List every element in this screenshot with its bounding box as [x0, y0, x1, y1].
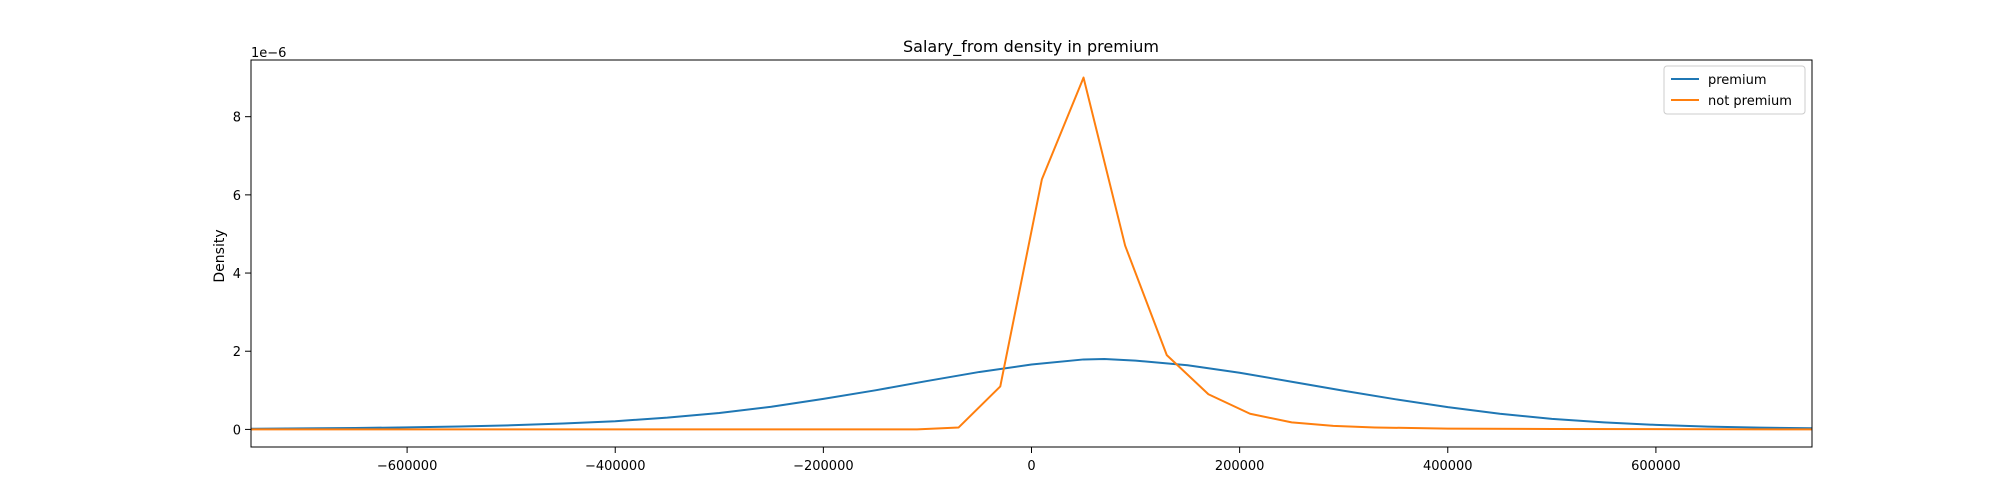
x-tick-label: 400000: [1423, 459, 1473, 474]
legend-box: [1663, 65, 1806, 115]
series-line-not-premium: [251, 76, 1812, 431]
x-tick-label: −200000: [793, 459, 854, 474]
y-tick-label: 8: [233, 111, 241, 126]
x-tick-label: 0: [1027, 459, 1035, 474]
plot-area: [251, 60, 1812, 447]
series-line-premium: [251, 358, 1812, 430]
x-tick-label: 600000: [1631, 459, 1681, 474]
plot-frame: [250, 59, 1813, 448]
x-axis: −600000 −400000 −200000 0 200000 400000 600000: [377, 447, 1681, 474]
legend-label-not-premium: not premium: [1708, 94, 1792, 109]
y-scale-label: 1e−6: [251, 46, 286, 61]
y-tick-label: 6: [233, 189, 241, 204]
x-tick-label: −400000: [585, 459, 646, 474]
x-tick-label: −600000: [377, 459, 438, 474]
legend: premium not premium: [1663, 65, 1806, 115]
y-tick-label: 2: [233, 345, 241, 360]
chart-title: Salary_from density in premium: [903, 37, 1159, 57]
series-layer: [251, 76, 1812, 431]
y-axis: 0 2 4 6 8: [233, 111, 251, 438]
plot-background: [251, 60, 1812, 447]
y-axis-label: Density: [212, 229, 228, 282]
legend-label-premium: premium: [1708, 73, 1767, 88]
x-tick-label: 200000: [1215, 459, 1265, 474]
y-tick-label: 0: [233, 423, 241, 438]
y-tick-label: 4: [233, 267, 241, 282]
